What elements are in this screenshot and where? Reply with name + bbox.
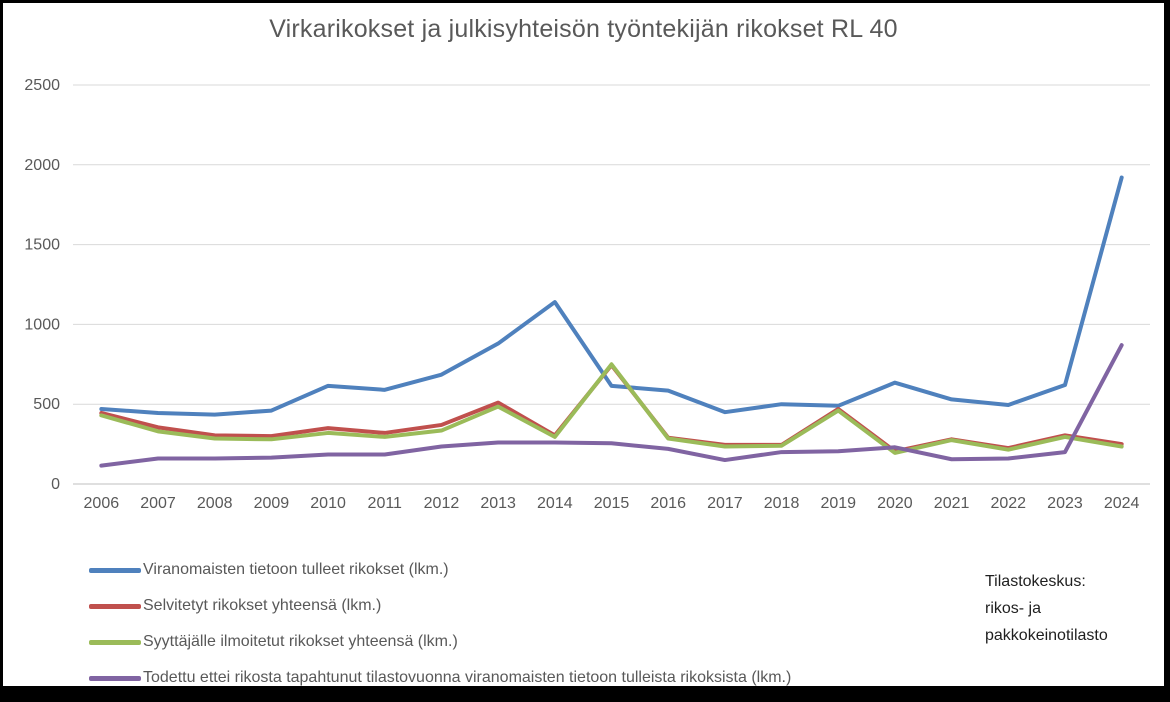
x-axis-tick-label: 2010 <box>310 495 346 512</box>
chart-legend: Viranomaisten tietoon tulleet rikokset (… <box>89 552 791 696</box>
x-axis-tick-label: 2013 <box>480 495 516 512</box>
chart-title: Virkarikokset ja julkisyhteisön työnteki… <box>269 15 898 43</box>
bottom-black-bar <box>0 686 1170 702</box>
legend-line-swatch <box>89 567 141 573</box>
chart-area: Virkarikokset ja julkisyhteisön työnteki… <box>3 3 1164 686</box>
x-axis-tick-label: 2008 <box>197 495 233 512</box>
legend-label: Viranomaisten tietoon tulleet rikokset (… <box>143 561 449 578</box>
legend-line-swatch <box>89 603 141 609</box>
legend-label: Todettu ettei rikosta tapahtunut tilasto… <box>143 669 792 686</box>
x-axis-tick-label: 2007 <box>140 495 176 512</box>
annotation-line: rikos- ja <box>985 600 1042 617</box>
x-axis-tick-label: 2021 <box>934 495 970 512</box>
legend-item: Selvitetyt rikokset yhteensä (lkm.) <box>89 588 791 624</box>
legend-line-swatch <box>89 639 141 645</box>
series-line-3 <box>99 343 1124 468</box>
x-axis-tick-label: 2017 <box>707 495 743 512</box>
series-line-2 <box>99 362 1124 455</box>
legend-item: Viranomaisten tietoon tulleet rikokset (… <box>89 552 791 588</box>
line-chart-plot: 0 500 1000 1500 2000 2500 2006 2007 2008 2009 2010… <box>24 77 1150 512</box>
legend-item: Todettu ettei rikosta tapahtunut tilasto… <box>89 660 791 696</box>
legend-label: Selvitetyt rikokset yhteensä (lkm.) <box>143 597 382 614</box>
x-axis-tick-label: 2006 <box>84 495 120 512</box>
x-axis-tick-label: 2024 <box>1104 495 1140 512</box>
annotation-line: Tilastokeskus: <box>985 573 1086 590</box>
legend-label: Syyttäjälle ilmoitetut rikokset yhteensä… <box>143 633 458 650</box>
series-line-0 <box>99 175 1124 417</box>
x-axis-tick-label: 2012 <box>424 495 460 512</box>
legend-line-swatch <box>89 675 141 681</box>
annotation-line: pakkokeinotilasto <box>985 627 1108 644</box>
x-axis-tick-label: 2011 <box>368 495 403 512</box>
y-axis-tick-label: 500 <box>33 396 60 413</box>
x-axis-tick-label: 2014 <box>537 495 573 512</box>
x-axis-tick-label: 2022 <box>990 495 1026 512</box>
source-annotation: Tilastokeskus: rikos- ja pakkokeinotilas… <box>985 568 1108 649</box>
y-axis-tick-label: 1500 <box>24 237 60 254</box>
x-axis-tick-label: 2019 <box>820 495 856 512</box>
x-axis-tick-label: 2016 <box>650 495 686 512</box>
legend-item: Syyttäjälle ilmoitetut rikokset yhteensä… <box>89 624 791 660</box>
x-axis-tick-label: 2023 <box>1047 495 1083 512</box>
y-axis-tick-label: 1000 <box>24 316 60 333</box>
y-axis-tick-label: 2000 <box>24 157 60 174</box>
x-axis-tick-label: 2018 <box>764 495 800 512</box>
x-axis-tick-label: 2015 <box>594 495 630 512</box>
y-axis-tick-label: 0 <box>51 476 60 493</box>
y-axis-tick-label: 2500 <box>24 77 60 94</box>
x-axis-tick-label: 2020 <box>877 495 913 512</box>
x-axis-tick-label: 2009 <box>254 495 290 512</box>
